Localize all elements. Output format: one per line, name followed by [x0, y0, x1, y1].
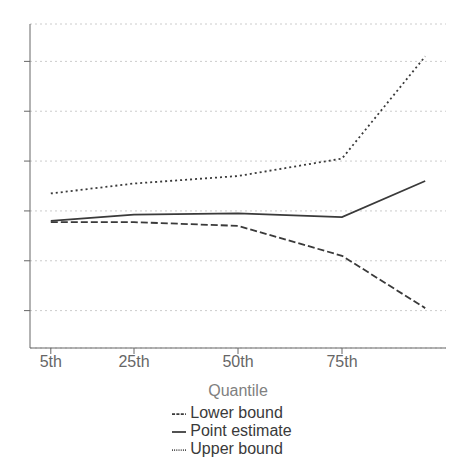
- svg-text:50th: 50th: [222, 353, 253, 370]
- svg-text:25th: 25th: [118, 353, 149, 370]
- html-text:Point estimate: Point estimate: [190, 422, 292, 439]
- svg-text:5th: 5th: [40, 353, 62, 370]
- html-text:Upper bound: Upper bound: [190, 440, 283, 457]
- svg-text:Quantile: Quantile: [208, 382, 268, 399]
- html-text:Lower bound: Lower bound: [190, 404, 283, 421]
- svg-text:75th: 75th: [326, 353, 357, 370]
